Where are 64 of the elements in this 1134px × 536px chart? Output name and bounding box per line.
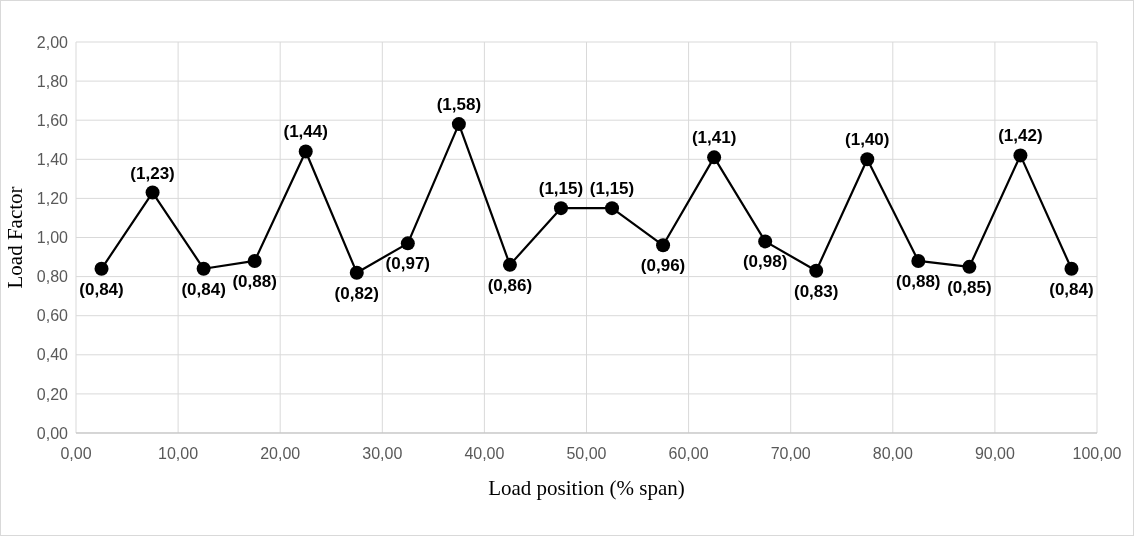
y-tick-label: 0,20 [36,385,69,403]
point [94,261,109,276]
y-tick-label: 1,40 [36,150,69,168]
y-tick-label: 0,40 [36,346,69,364]
data-label: (0,98) [742,252,788,272]
x-tick-label: 50,00 [566,445,607,462]
data-label: (0,85) [947,277,992,297]
data-label: (0,83) [794,281,839,301]
x-tick-label: 100,00 [1072,445,1122,462]
point [809,263,824,278]
y-tick-label: 0,80 [36,268,69,286]
point [962,259,977,274]
point [707,150,722,165]
data-label: (0,84) [1049,279,1094,299]
x-tick-label: 40,00 [464,445,505,462]
point [451,117,466,132]
data-label: (1,15) [538,179,584,199]
data-label: (0,96) [640,256,686,276]
data-label: (0,88) [896,271,941,291]
x-tick-label: 60,00 [668,445,709,462]
data-label: (0,97) [385,254,431,274]
data-label: (1,15) [589,179,635,199]
data-label: (1,42) [998,126,1043,146]
data-label: (0,84) [181,279,226,299]
point [247,253,262,268]
data-label: (1,41) [691,128,737,148]
x-tick-label: 10,00 [158,445,199,462]
data-label: (0,84) [79,279,124,299]
point [860,152,875,167]
y-tick-label: 1,20 [36,190,69,207]
point [911,253,926,268]
y-tick-label: 0,60 [36,307,69,325]
point [400,236,415,251]
y-tick-label: 0,00 [36,424,69,442]
data-label: (0,88) [232,271,277,291]
data-label: (1,58) [436,95,482,115]
x-tick-label: 0,00 [60,445,92,462]
point [1013,148,1028,163]
point [656,238,671,253]
x-tick-label: 30,00 [362,445,403,462]
x-tick-label: 70,00 [770,445,811,462]
y-tick-label: 1,80 [36,72,69,90]
x-tick-label: 80,00 [872,445,913,462]
x-tick-label: 20,00 [260,445,301,462]
point [349,265,364,280]
point [196,261,211,276]
data-label: (1,44) [283,122,328,142]
x-tick-label: 90,00 [974,445,1016,462]
data-label: (1,40) [845,130,890,150]
y-tick-label: 1,00 [36,229,69,247]
point [553,201,568,216]
data-label: (1,23) [130,163,175,183]
point [1064,261,1079,276]
y-tick-label: 2,00 [36,33,69,51]
point [758,234,773,249]
data-label: (0,86) [487,275,533,295]
y-tick-label: 1,60 [36,111,69,129]
point [605,201,620,216]
point [502,257,517,272]
point [298,144,313,159]
y-axis-title: Load Factor [3,186,27,289]
point [145,185,160,200]
data-label: (0,82) [334,283,379,303]
x-axis-title: Load position (% span) [488,476,685,500]
